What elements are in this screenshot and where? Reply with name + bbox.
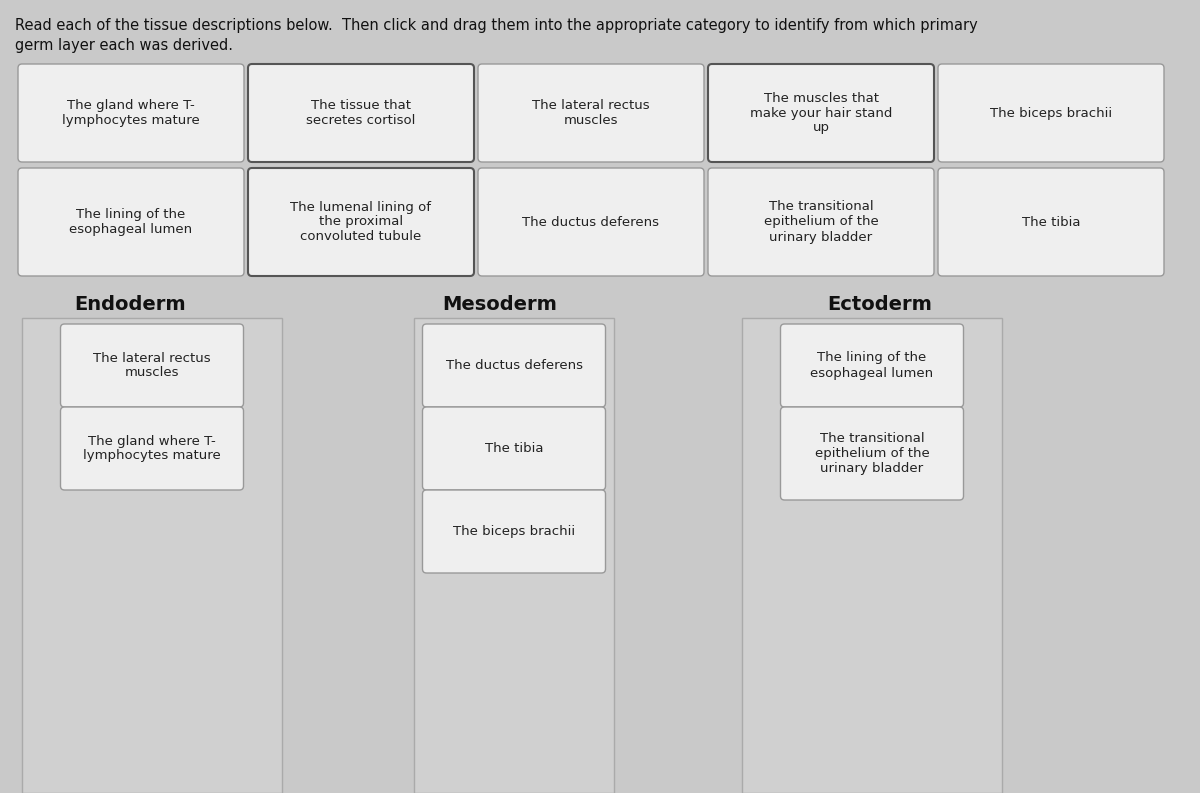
Text: The lining of the
esophageal lumen: The lining of the esophageal lumen [810,351,934,380]
Text: Read each of the tissue descriptions below.  Then click and drag them into the a: Read each of the tissue descriptions bel… [14,18,978,33]
Text: The lumenal lining of
the proximal
convoluted tubule: The lumenal lining of the proximal convo… [290,201,432,243]
FancyBboxPatch shape [248,168,474,276]
FancyBboxPatch shape [422,407,606,490]
Text: The tissue that
secretes cortisol: The tissue that secretes cortisol [306,99,415,127]
FancyBboxPatch shape [248,64,474,162]
FancyBboxPatch shape [780,407,964,500]
FancyBboxPatch shape [60,407,244,490]
Text: The tibia: The tibia [1021,216,1080,228]
FancyBboxPatch shape [708,64,934,162]
FancyBboxPatch shape [780,324,964,407]
FancyBboxPatch shape [478,168,704,276]
FancyBboxPatch shape [938,168,1164,276]
FancyBboxPatch shape [414,318,614,793]
Text: The tibia: The tibia [485,442,544,455]
FancyBboxPatch shape [742,318,1002,793]
Text: Mesoderm: Mesoderm [443,295,558,314]
Text: The ductus deferens: The ductus deferens [522,216,660,228]
Text: The transitional
epithelium of the
urinary bladder: The transitional epithelium of the urina… [815,432,929,475]
FancyBboxPatch shape [708,168,934,276]
FancyBboxPatch shape [422,324,606,407]
FancyBboxPatch shape [938,64,1164,162]
Text: The lateral rectus
muscles: The lateral rectus muscles [532,99,650,127]
FancyBboxPatch shape [422,490,606,573]
FancyBboxPatch shape [478,64,704,162]
FancyBboxPatch shape [22,318,282,793]
Text: The gland where T-
lymphocytes mature: The gland where T- lymphocytes mature [62,99,200,127]
Text: The gland where T-
lymphocytes mature: The gland where T- lymphocytes mature [83,435,221,462]
FancyBboxPatch shape [60,324,244,407]
Text: The biceps brachii: The biceps brachii [452,525,575,538]
FancyBboxPatch shape [18,168,244,276]
Text: germ layer each was derived.: germ layer each was derived. [14,38,233,53]
Text: The muscles that
make your hair stand
up: The muscles that make your hair stand up [750,91,892,135]
Text: The ductus deferens: The ductus deferens [445,359,582,372]
Text: The lining of the
esophageal lumen: The lining of the esophageal lumen [70,208,192,236]
Text: The lateral rectus
muscles: The lateral rectus muscles [94,351,211,380]
Text: The transitional
epithelium of the
urinary bladder: The transitional epithelium of the urina… [763,201,878,243]
Text: Ectoderm: Ectoderm [828,295,932,314]
Text: The biceps brachii: The biceps brachii [990,106,1112,120]
FancyBboxPatch shape [18,64,244,162]
Text: Endoderm: Endoderm [74,295,186,314]
